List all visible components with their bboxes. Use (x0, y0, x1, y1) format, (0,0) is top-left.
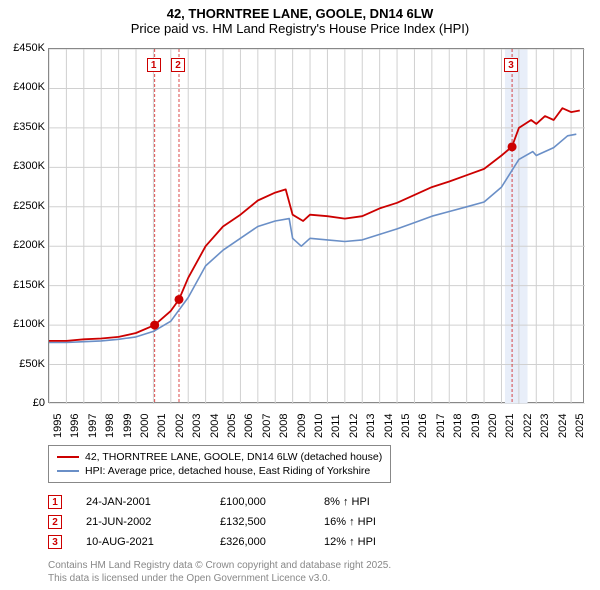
event-price: £326,000 (220, 536, 300, 548)
x-tick-label: 2025 (574, 414, 586, 438)
x-tick-label: 2007 (261, 414, 273, 438)
legend-item: HPI: Average price, detached house, East… (57, 464, 382, 478)
x-tick-label: 1999 (122, 414, 134, 438)
event-price: £132,500 (220, 516, 300, 528)
x-tick-label: 1998 (104, 414, 116, 438)
x-tick-label: 2024 (557, 414, 569, 438)
title-block: 42, THORNTREE LANE, GOOLE, DN14 6LW Pric… (0, 0, 600, 36)
event-price: £100,000 (220, 496, 300, 508)
event-marker-box: 1 (48, 495, 62, 509)
y-tick-label: £200K (1, 239, 45, 251)
x-tick-label: 2016 (417, 414, 429, 438)
x-tick-label: 2004 (209, 414, 221, 438)
title-line1: 42, THORNTREE LANE, GOOLE, DN14 6LW (0, 6, 600, 21)
x-tick-label: 2006 (243, 414, 255, 438)
y-tick-label: £0 (1, 397, 45, 409)
x-tick-label: 2019 (470, 414, 482, 438)
legend-label: HPI: Average price, detached house, East… (85, 465, 370, 477)
x-tick-label: 1997 (87, 414, 99, 438)
footer-line2: This data is licensed under the Open Gov… (48, 573, 391, 586)
event-date: 24-JAN-2001 (86, 496, 196, 508)
x-tick-label: 2009 (296, 414, 308, 438)
y-tick-label: £350K (1, 121, 45, 133)
event-date: 10-AUG-2021 (86, 536, 196, 548)
title-line2: Price paid vs. HM Land Registry's House … (0, 21, 600, 36)
x-tick-label: 2014 (383, 414, 395, 438)
legend-item: 42, THORNTREE LANE, GOOLE, DN14 6LW (det… (57, 450, 382, 464)
x-tick-label: 2000 (139, 414, 151, 438)
event-pct: 12% ↑ HPI (324, 536, 414, 548)
event-date: 21-JUN-2002 (86, 516, 196, 528)
x-tick-label: 2023 (539, 414, 551, 438)
sale-marker-box: 3 (504, 58, 518, 72)
x-tick-label: 2018 (452, 414, 464, 438)
y-tick-label: £400K (1, 81, 45, 93)
event-row: 3 10-AUG-2021 £326,000 12% ↑ HPI (48, 532, 414, 552)
y-tick-label: £100K (1, 318, 45, 330)
x-tick-label: 2010 (313, 414, 325, 438)
x-tick-label: 2012 (348, 414, 360, 438)
x-tick-label: 2017 (435, 414, 447, 438)
x-tick-label: 2021 (504, 414, 516, 438)
x-tick-label: 2008 (278, 414, 290, 438)
events-table: 1 24-JAN-2001 £100,000 8% ↑ HPI 2 21-JUN-2002… (48, 492, 414, 552)
x-tick-label: 1995 (52, 414, 64, 438)
x-tick-label: 2001 (156, 414, 168, 438)
x-tick-label: 2015 (400, 414, 412, 438)
x-tick-label: 2011 (330, 414, 342, 438)
y-tick-label: £150K (1, 279, 45, 291)
event-marker-box: 2 (48, 515, 62, 529)
event-row: 1 24-JAN-2001 £100,000 8% ↑ HPI (48, 492, 414, 512)
legend-swatch (57, 456, 79, 458)
x-tick-label: 2002 (174, 414, 186, 438)
y-tick-label: £50K (1, 358, 45, 370)
footer-line1: Contains HM Land Registry data © Crown c… (48, 560, 391, 573)
x-tick-label: 2005 (226, 414, 238, 438)
y-tick-label: £450K (1, 42, 45, 54)
sale-marker-box: 1 (147, 58, 161, 72)
chart-container: 42, THORNTREE LANE, GOOLE, DN14 6LW Pric… (0, 0, 600, 590)
x-tick-label: 1996 (69, 414, 81, 438)
x-tick-label: 2003 (191, 414, 203, 438)
y-tick-label: £300K (1, 160, 45, 172)
x-tick-label: 2013 (365, 414, 377, 438)
x-tick-label: 2020 (487, 414, 499, 438)
chart-plot-area (48, 48, 584, 403)
chart-svg (49, 49, 585, 404)
legend-swatch (57, 470, 79, 472)
footer-attribution: Contains HM Land Registry data © Crown c… (48, 560, 391, 585)
x-tick-label: 2022 (522, 414, 534, 438)
event-row: 2 21-JUN-2002 £132,500 16% ↑ HPI (48, 512, 414, 532)
y-tick-label: £250K (1, 200, 45, 212)
event-pct: 16% ↑ HPI (324, 516, 414, 528)
sale-marker-box: 2 (171, 58, 185, 72)
event-marker-box: 3 (48, 535, 62, 549)
event-pct: 8% ↑ HPI (324, 496, 414, 508)
legend-label: 42, THORNTREE LANE, GOOLE, DN14 6LW (det… (85, 451, 382, 463)
legend: 42, THORNTREE LANE, GOOLE, DN14 6LW (det… (48, 445, 391, 483)
